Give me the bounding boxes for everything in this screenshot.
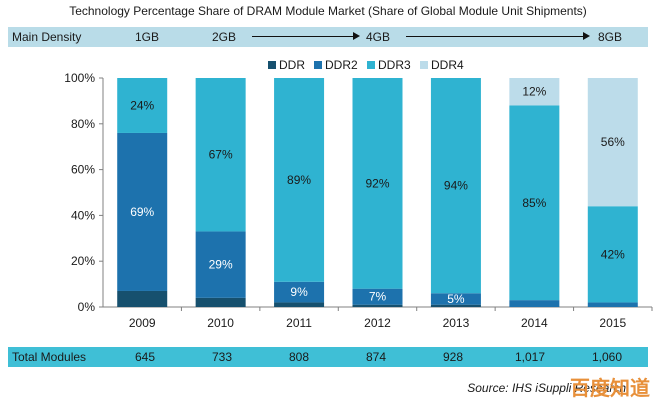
source-note: Source: IHS iSuppli Research bbox=[467, 381, 626, 395]
x-tick-label-2012: 2012 bbox=[364, 316, 391, 330]
data-label-ddr4-2015: 56% bbox=[601, 135, 625, 149]
density-8gb: 8GB bbox=[597, 30, 622, 44]
bar-ddr3-2014 bbox=[509, 105, 560, 301]
legend-swatch-ddr bbox=[268, 61, 276, 69]
bar-ddr2-2010 bbox=[195, 231, 246, 298]
bar-ddr-2009 bbox=[117, 290, 168, 307]
bar-ddr2-2011 bbox=[274, 281, 325, 303]
bar-ddr3-2013 bbox=[430, 78, 481, 294]
bar-ddr2-2014 bbox=[509, 300, 560, 307]
x-tick-label-2010: 2010 bbox=[207, 316, 234, 330]
x-tick-label-2011: 2011 bbox=[286, 316, 312, 330]
y-tick-label: 0% bbox=[78, 300, 96, 314]
data-label-ddr3-2012: 92% bbox=[365, 176, 389, 190]
legend-label-ddr: DDR bbox=[279, 58, 305, 72]
legend-swatch-ddr3 bbox=[367, 61, 375, 69]
data-label-ddr2-2011: 9% bbox=[290, 285, 308, 299]
x-tick-label-2014: 2014 bbox=[521, 316, 548, 330]
data-label-ddr2-2009: 69% bbox=[130, 205, 154, 219]
bar-ddr3-2009 bbox=[117, 78, 168, 133]
bar-ddr3-2012 bbox=[352, 78, 403, 289]
bar-ddr3-2010 bbox=[195, 78, 246, 232]
density-4gb: 4GB bbox=[365, 30, 390, 44]
y-tick-label: 100% bbox=[64, 71, 95, 85]
chart-title: Technology Percentage Share of DRAM Modu… bbox=[69, 4, 587, 18]
data-label-ddr4-2014: 12% bbox=[522, 85, 546, 99]
data-label-ddr3-2011: 89% bbox=[287, 173, 311, 187]
arrow-to-4gb bbox=[252, 32, 360, 40]
bar-ddr4-2015 bbox=[587, 78, 638, 207]
watermark-logo: 百度知道 bbox=[570, 376, 650, 400]
data-label-ddr3-2015: 42% bbox=[601, 247, 625, 261]
x-tick-label-2013: 2013 bbox=[443, 316, 470, 330]
total-2012: 874 bbox=[365, 350, 387, 364]
data-label-ddr3-2013: 94% bbox=[444, 179, 468, 193]
legend-label-ddr4: DDR4 bbox=[431, 58, 464, 72]
bar-ddr2-2013 bbox=[430, 293, 481, 305]
bar-ddr3-2011 bbox=[274, 78, 325, 282]
total-2010: 733 bbox=[211, 350, 233, 364]
total-2009: 645 bbox=[134, 350, 156, 364]
data-label-ddr3-2014: 85% bbox=[522, 196, 546, 210]
total-2011: 808 bbox=[288, 350, 310, 364]
density-2gb: 2GB bbox=[211, 30, 236, 44]
total-2013: 928 bbox=[442, 350, 464, 364]
bar-ddr-2012 bbox=[352, 304, 403, 307]
y-tick-label: 40% bbox=[71, 208, 95, 222]
x-tick-label-2009: 2009 bbox=[129, 316, 156, 330]
bar-ddr-2013 bbox=[430, 304, 481, 307]
x-tick-label-2015: 2015 bbox=[599, 316, 626, 330]
data-label-ddr2-2010: 29% bbox=[209, 258, 233, 272]
bar-ddr3-2015 bbox=[587, 206, 638, 303]
main-density-label: Main Density bbox=[12, 30, 82, 44]
legend-label-ddr3: DDR3 bbox=[378, 58, 411, 72]
bar-ddr2-2012 bbox=[352, 288, 403, 305]
arrow-to-8gb bbox=[406, 32, 590, 40]
main-density-row: Main Density 1GB 2GB 4GB 8GB bbox=[8, 27, 648, 47]
legend-swatch-ddr4 bbox=[420, 61, 428, 69]
density-1gb: 1GB bbox=[134, 30, 159, 44]
data-label-ddr3-2009: 24% bbox=[130, 98, 154, 112]
y-tick-label: 60% bbox=[71, 163, 95, 177]
data-label-ddr2-2012: 7% bbox=[369, 290, 387, 304]
legend-label-ddr2: DDR2 bbox=[325, 58, 358, 72]
data-label-ddr2-2013: 5% bbox=[447, 292, 465, 306]
bar-ddr2-2009 bbox=[117, 132, 168, 291]
bar-ddr4-2014 bbox=[509, 78, 560, 106]
stacked-bar-chart: 0% 20% 40% 60% 80% 100% 2009 2010 2011 2012 2013 20… bbox=[64, 58, 653, 330]
bar-ddr-2011 bbox=[274, 302, 325, 307]
bar-ddr-2010 bbox=[195, 297, 246, 307]
y-tick-label: 80% bbox=[71, 117, 95, 131]
bar-ddr2-2015 bbox=[587, 302, 638, 307]
data-label-ddr3-2010: 67% bbox=[209, 148, 233, 162]
y-tick-label: 20% bbox=[71, 254, 95, 268]
legend-swatch-ddr2 bbox=[314, 61, 322, 69]
total-2014: 1,017 bbox=[514, 350, 546, 364]
total-2015: 1,060 bbox=[591, 350, 623, 364]
total-modules-row: Total Modules 645 733 808 874 928 1,017 … bbox=[8, 347, 648, 367]
total-modules-label: Total Modules bbox=[12, 350, 87, 364]
